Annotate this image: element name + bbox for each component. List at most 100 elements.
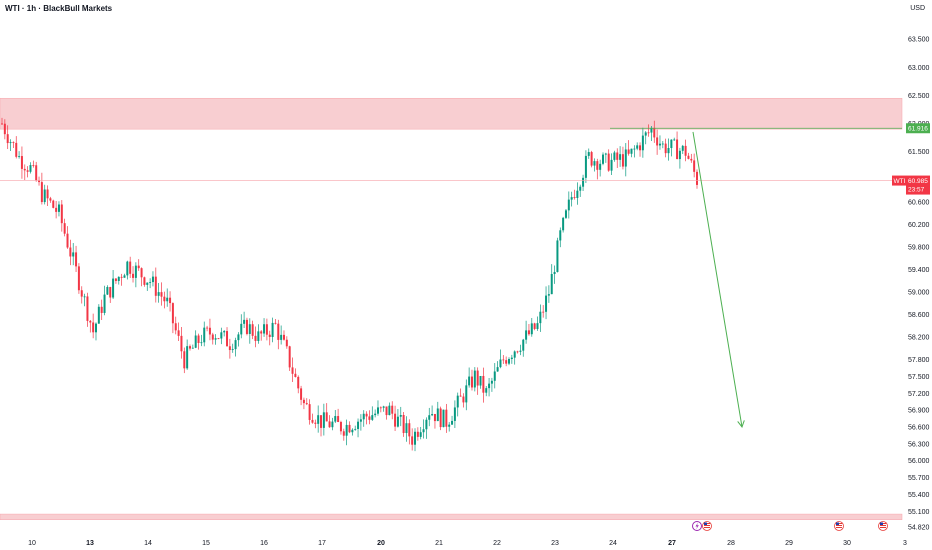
candle-body <box>15 142 18 157</box>
price-tick-label: 54.820 <box>908 525 930 532</box>
candle-body <box>120 276 123 278</box>
candle-body <box>1 123 3 125</box>
lightning-event-icon[interactable] <box>692 521 702 531</box>
candle-body <box>300 388 303 400</box>
current-price-value: 60.985 <box>908 178 928 185</box>
candle-body <box>599 163 602 170</box>
time-axis[interactable]: 10 13 14 15 16 17 20 21 22 23 24 27 28 29 30 3 <box>28 540 907 547</box>
candle-body <box>359 419 362 422</box>
price-tick-label: 55.400 <box>908 492 930 499</box>
candle-body <box>365 413 368 417</box>
candle-body <box>490 380 493 384</box>
price-tick-label: 56.600 <box>908 424 930 431</box>
flag-stripe <box>836 527 842 528</box>
candle-body <box>146 282 149 285</box>
candle-body <box>459 395 462 397</box>
flag-canton <box>836 522 839 525</box>
candle-body <box>183 351 186 369</box>
candle-body <box>12 142 15 143</box>
price-tick-label: 56.900 <box>908 408 930 415</box>
candle-body <box>530 323 533 335</box>
candle-body <box>177 330 180 336</box>
candle-body <box>513 351 516 358</box>
candle-body <box>26 170 29 172</box>
candle-body <box>169 297 172 304</box>
candle-body <box>379 407 382 409</box>
candle-body <box>200 342 203 344</box>
candle-body <box>226 331 229 347</box>
time-tick-label: 28 <box>727 540 735 547</box>
candle-body <box>137 265 140 269</box>
candle-body <box>271 322 274 337</box>
candle-body <box>542 311 545 313</box>
candle-body <box>29 165 32 172</box>
candle-body <box>593 161 596 166</box>
countdown-timer: 23:57 <box>908 187 925 194</box>
candle-body <box>69 247 72 257</box>
candle-body <box>539 311 542 324</box>
candle-body <box>533 323 536 329</box>
candle-body <box>171 303 174 324</box>
candle-body <box>154 276 157 296</box>
candle-body <box>339 421 342 432</box>
flag-stripe <box>880 527 886 528</box>
candle-body <box>6 134 9 144</box>
candle-body <box>627 149 630 154</box>
candle-body <box>260 331 263 334</box>
candle-body <box>214 338 217 340</box>
chart-title: WTI · 1h · BlackBull Markets <box>5 4 113 13</box>
candle-body <box>658 143 661 146</box>
candle-body <box>681 145 684 151</box>
candle-body <box>619 154 622 160</box>
flag-stripe <box>704 527 710 528</box>
candle-body <box>374 413 377 416</box>
candle-body <box>584 155 587 178</box>
candle-body <box>285 339 288 347</box>
candle-body <box>613 152 616 160</box>
candle-body <box>570 197 573 200</box>
us-flag-event-icon[interactable] <box>702 521 712 531</box>
candle-body <box>562 217 565 231</box>
time-tick-label: 27 <box>668 540 676 547</box>
candle-body <box>508 358 511 364</box>
candle-body <box>75 252 78 267</box>
currency-label[interactable]: USD <box>910 5 925 12</box>
candle-body <box>656 137 659 146</box>
candle-body <box>305 403 308 405</box>
time-tick-label: 14 <box>144 540 152 547</box>
candle-body <box>527 330 530 335</box>
projection-arrow <box>692 131 743 428</box>
price-tick-label: 59.800 <box>908 245 930 252</box>
lightning-bolt <box>695 522 699 530</box>
candle-body <box>442 409 445 428</box>
price-tick-label: 55.100 <box>908 509 930 516</box>
zones-layer <box>0 97 903 520</box>
price-axis[interactable]: 63.50063.00062.50062.00061.50060.60060.2… <box>908 37 930 532</box>
candle-body <box>690 158 693 161</box>
candle-body <box>451 420 454 425</box>
candle-body <box>388 405 391 416</box>
candle-body <box>405 423 408 434</box>
candle-body <box>277 323 280 340</box>
candle-body <box>354 428 357 430</box>
candle-body <box>160 292 163 297</box>
candle-body <box>114 278 117 281</box>
candle-body <box>109 287 112 298</box>
us-flag-event-icon[interactable] <box>834 521 844 531</box>
candle-body <box>496 367 499 372</box>
candle-body <box>317 415 320 424</box>
candle-body <box>231 349 234 351</box>
candle-body <box>57 204 60 212</box>
price-tick-label: 63.500 <box>908 37 930 44</box>
candle-body <box>684 145 687 156</box>
candle-body <box>636 145 639 149</box>
candle-body <box>394 413 397 427</box>
candle-body <box>482 375 485 393</box>
candle-body <box>525 330 528 340</box>
candle-body <box>23 168 26 171</box>
us-flag-event-icon[interactable] <box>878 521 888 531</box>
flag-stripe <box>836 525 842 526</box>
candle-body <box>55 207 58 212</box>
candle-body <box>163 296 166 302</box>
